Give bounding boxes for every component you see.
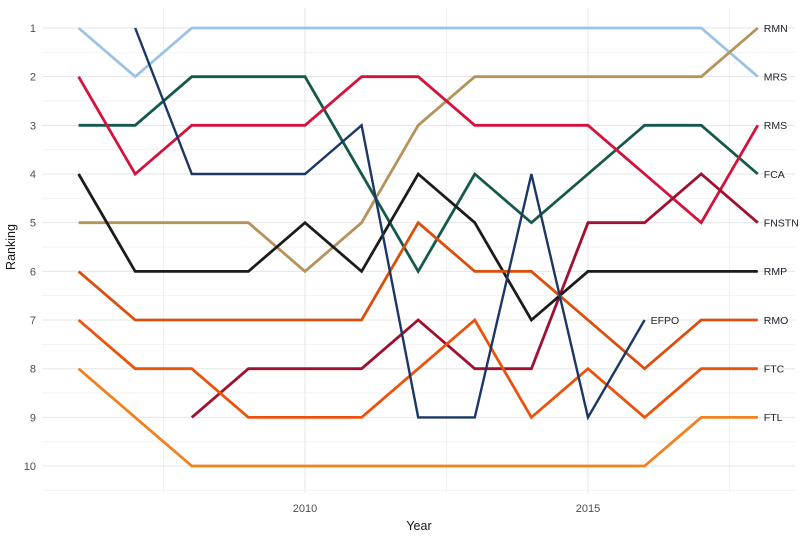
y-tick-label-4: 4	[30, 169, 36, 181]
series-label-rmn: RMN	[764, 23, 788, 35]
y-tick-label-2: 2	[30, 72, 36, 84]
gridlines-minor	[42, 8, 795, 493]
y-tick-label-5: 5	[30, 218, 36, 230]
series-end-labels: RMN MRS RMS FCA FNSTN RMP EFPO RMO FTC FTL	[651, 23, 799, 424]
y-tick-label-10: 10	[24, 461, 36, 473]
series-label-rms: RMS	[764, 120, 787, 132]
series-line-fnstn	[190, 172, 759, 419]
y-tick-label-7: 7	[30, 315, 36, 327]
series-label-rmp: RMP	[764, 266, 787, 278]
series-label-ftc: FTC	[764, 364, 785, 376]
series-line-mrs	[77, 26, 759, 79]
x-tick-label-2015: 2015	[576, 503, 600, 515]
y-axis-title: Ranking	[4, 224, 18, 270]
series-line-ftc	[77, 317, 758, 420]
series-label-fca: FCA	[764, 169, 785, 181]
series-line-ftl	[77, 367, 758, 468]
series-line-rms	[77, 75, 760, 225]
axis-tick-labels: 1 2 3 4 5 6 7 8 9 10 2010 2015	[24, 23, 600, 515]
series-line-fca	[78, 75, 759, 275]
x-tick-label-2010: 2010	[293, 503, 317, 515]
series-label-mrs: MRS	[764, 72, 787, 84]
series-label-efpo: EFPO	[651, 315, 680, 327]
series-line-efpo	[134, 27, 646, 421]
series-label-ftl: FTL	[764, 412, 783, 424]
y-tick-label-3: 3	[30, 120, 36, 132]
y-tick-label-9: 9	[30, 412, 36, 424]
series-label-fnstn: FNSTN	[764, 218, 799, 230]
y-tick-label-8: 8	[30, 364, 36, 376]
x-axis-title: Year	[406, 519, 431, 533]
series-line-rmo	[77, 220, 758, 371]
series-label-rmo: RMO	[764, 315, 789, 327]
series-lines	[77, 26, 760, 468]
series-line-rmp	[77, 171, 758, 323]
y-tick-label-1: 1	[30, 23, 36, 35]
series-line-rmn	[78, 26, 759, 274]
y-tick-label-6: 6	[30, 266, 36, 278]
